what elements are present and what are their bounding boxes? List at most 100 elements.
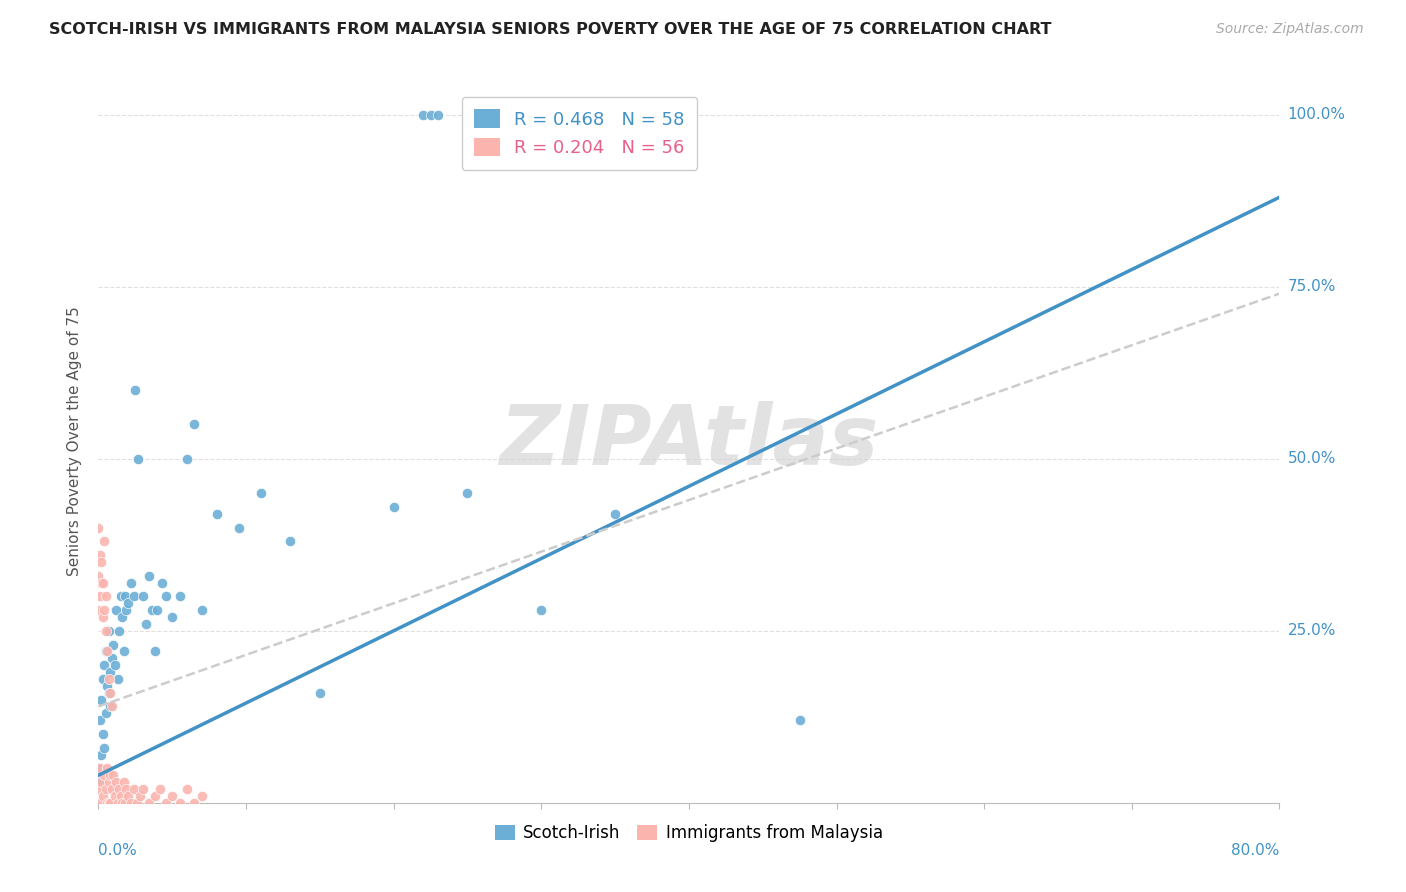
Point <box>176 782 198 797</box>
Point <box>125 796 148 810</box>
Point <box>94 706 117 721</box>
Point <box>122 590 145 604</box>
Point <box>96 679 118 693</box>
Point <box>457 486 479 500</box>
Point <box>169 590 191 604</box>
Point <box>250 486 273 500</box>
Point <box>89 796 111 810</box>
Point <box>108 782 131 797</box>
Point <box>98 768 121 782</box>
Point <box>87 603 110 617</box>
Point <box>419 108 441 122</box>
Point <box>96 796 118 810</box>
Point <box>309 686 332 700</box>
Text: 75.0%: 75.0% <box>1288 279 1336 294</box>
Text: 25.0%: 25.0% <box>1288 624 1336 639</box>
Point <box>104 789 127 803</box>
Point <box>96 644 118 658</box>
Point <box>124 383 146 397</box>
Point <box>143 789 166 803</box>
Text: 80.0%: 80.0% <box>1232 843 1279 857</box>
Point <box>103 768 125 782</box>
Point <box>114 796 136 810</box>
Point <box>110 789 132 803</box>
Point <box>89 775 111 789</box>
Point <box>97 775 120 789</box>
Point <box>115 782 138 797</box>
Point <box>98 796 121 810</box>
Point <box>117 789 139 803</box>
Point <box>105 603 128 617</box>
Point <box>183 796 205 810</box>
Point <box>89 761 111 775</box>
Point <box>155 796 177 810</box>
Point <box>94 644 117 658</box>
Point <box>132 782 155 797</box>
Point <box>89 548 111 562</box>
Point <box>114 590 136 604</box>
Point <box>104 658 127 673</box>
Point <box>530 603 553 617</box>
Point <box>141 603 163 617</box>
Point <box>111 796 134 810</box>
Point <box>97 796 120 810</box>
Text: 100.0%: 100.0% <box>1288 107 1346 122</box>
Text: SCOTCH-IRISH VS IMMIGRANTS FROM MALAYSIA SENIORS POVERTY OVER THE AGE OF 75 CORR: SCOTCH-IRISH VS IMMIGRANTS FROM MALAYSIA… <box>49 22 1052 37</box>
Point <box>91 672 114 686</box>
Point <box>110 590 132 604</box>
Point <box>128 789 150 803</box>
Text: 50.0%: 50.0% <box>1288 451 1336 467</box>
Point <box>89 713 111 727</box>
Point <box>91 575 114 590</box>
Point <box>93 768 115 782</box>
Point <box>87 568 110 582</box>
Point <box>112 775 135 789</box>
Point <box>94 782 117 797</box>
Point <box>112 644 135 658</box>
Point <box>87 782 110 797</box>
Point <box>94 624 117 638</box>
Point <box>93 658 115 673</box>
Point <box>412 108 434 122</box>
Point <box>97 672 120 686</box>
Point <box>90 575 112 590</box>
Point <box>89 590 111 604</box>
Point <box>146 603 169 617</box>
Point <box>115 603 138 617</box>
Point <box>111 610 134 624</box>
Point <box>107 796 129 810</box>
Point <box>87 761 110 775</box>
Point <box>127 451 149 466</box>
Point <box>98 665 121 679</box>
Point <box>138 568 160 582</box>
Point <box>93 603 115 617</box>
Text: ZIPAtlas: ZIPAtlas <box>499 401 879 482</box>
Point <box>117 596 139 610</box>
Point <box>90 775 112 789</box>
Point <box>90 555 112 569</box>
Y-axis label: Seniors Poverty Over the Age of 75: Seniors Poverty Over the Age of 75 <box>67 307 83 576</box>
Point <box>138 796 160 810</box>
Point <box>108 624 131 638</box>
Point <box>100 782 122 797</box>
Point <box>120 575 142 590</box>
Point <box>143 644 166 658</box>
Point <box>280 534 302 549</box>
Point <box>97 686 120 700</box>
Point <box>135 616 157 631</box>
Point <box>427 108 450 122</box>
Point <box>228 520 250 534</box>
Point <box>90 747 112 762</box>
Point <box>605 507 627 521</box>
Point <box>93 740 115 755</box>
Point <box>96 761 118 775</box>
Point <box>176 451 198 466</box>
Point <box>191 789 214 803</box>
Point <box>100 651 122 665</box>
Point <box>91 610 114 624</box>
Point <box>149 782 172 797</box>
Point <box>98 699 121 714</box>
Point <box>122 782 145 797</box>
Point <box>107 672 129 686</box>
Point <box>87 520 110 534</box>
